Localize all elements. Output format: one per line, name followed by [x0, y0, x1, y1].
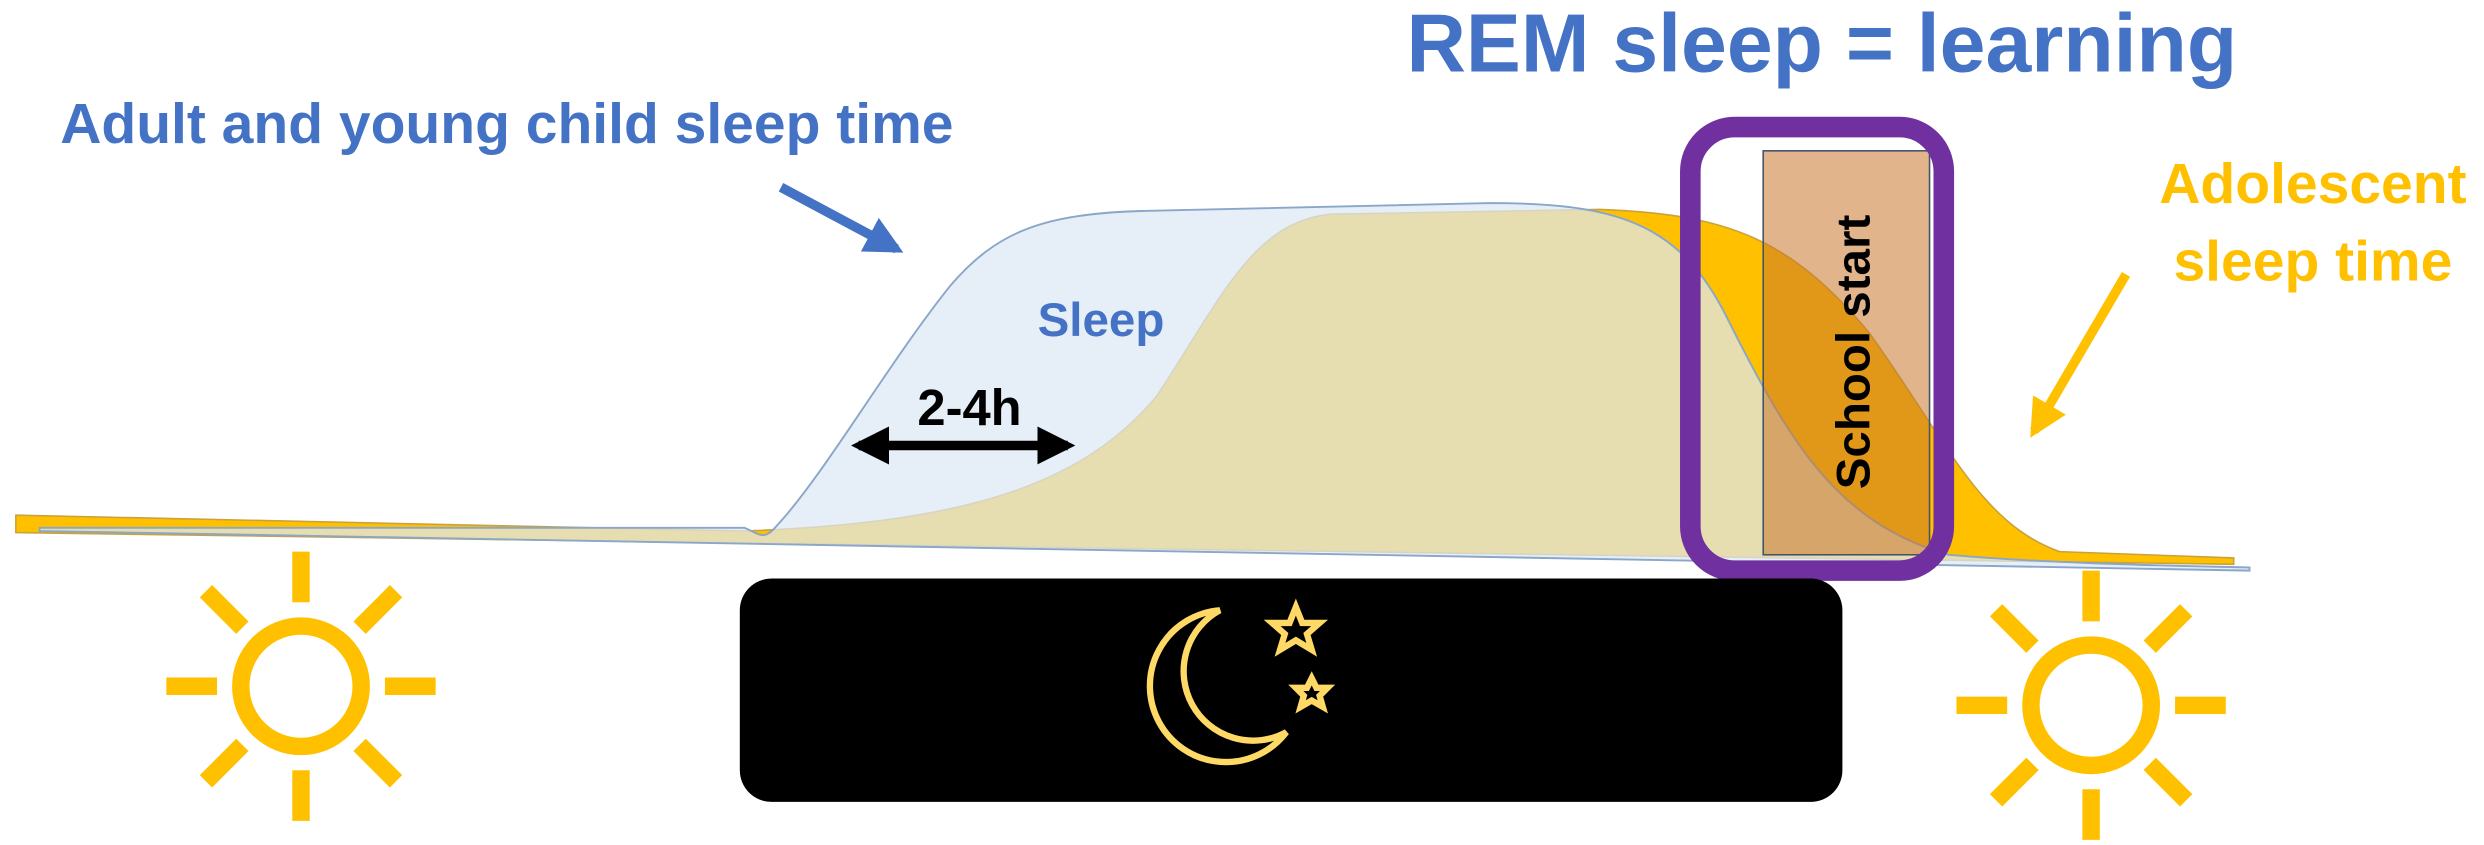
adult-arrow	[778, 183, 904, 254]
sleep-label: Sleep	[1038, 294, 1165, 347]
sun-left	[166, 551, 436, 821]
adolescent-label-line: sleep time	[2173, 230, 2452, 294]
moon-icon	[1146, 598, 1336, 766]
rem-frame	[1680, 116, 1955, 581]
school-start-bar	[1762, 150, 1931, 556]
gap-label: 2-4h	[917, 379, 1021, 436]
adolescent-label-line: Adolescent	[2159, 152, 2466, 216]
adolescent-arrow	[2029, 271, 2131, 438]
adult-label: Adult and young child sleep time	[60, 92, 953, 156]
title: REM sleep = learning	[1406, 0, 2237, 90]
school-start-label: School start	[1827, 215, 1880, 490]
night-bar	[739, 578, 1843, 802]
sun-right	[1956, 570, 2226, 840]
